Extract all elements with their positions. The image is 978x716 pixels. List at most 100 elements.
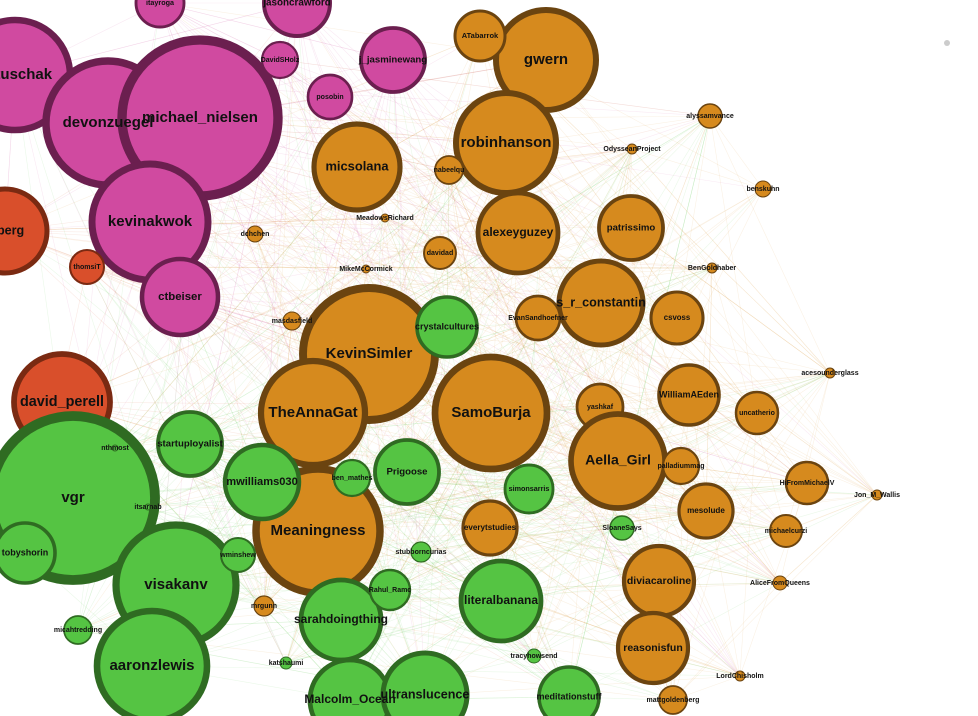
node-label: acesounderglass (801, 370, 858, 377)
node (697, 103, 723, 129)
node-label: j_jasminewang (358, 55, 427, 66)
node-label: dchchen (241, 231, 270, 238)
node-label: tobyshorin (2, 547, 49, 557)
node (380, 650, 470, 716)
node-label: MikeMcCormick (339, 266, 392, 273)
node-label: LordChisholm (716, 673, 763, 680)
node (410, 541, 432, 563)
node (260, 40, 300, 80)
edge (254, 148, 633, 235)
node-label: EvanSandhoefner (508, 315, 568, 322)
node (784, 460, 830, 506)
node-label: BenGoldhaber (688, 265, 737, 272)
node-label: katshaumi (269, 660, 304, 667)
node (453, 9, 507, 63)
edge (533, 115, 711, 657)
edge (779, 494, 878, 584)
edge (86, 266, 263, 483)
node-label: vgr (61, 489, 85, 506)
node-label: uncatherio (739, 410, 775, 417)
node-label: visakanv (144, 576, 208, 593)
node-label: Aella_Girl (585, 452, 651, 468)
node-label: meditationstuff (537, 691, 603, 701)
edge (631, 148, 831, 374)
node (0, 186, 50, 276)
node-label: alyssamvance (686, 113, 734, 120)
node (734, 390, 780, 436)
node-label: itayroga (146, 0, 175, 7)
node-label: ben_mathes (332, 475, 373, 482)
dot (944, 40, 950, 46)
node (514, 294, 562, 342)
node-label: Meaningness (270, 522, 365, 539)
node-label: micahtredding (54, 627, 102, 634)
edge (356, 166, 690, 396)
node-label: AliceFromQueens (750, 580, 810, 587)
node-label: benskuhn (746, 186, 779, 193)
node (461, 499, 519, 557)
edge (114, 142, 507, 449)
edge (599, 115, 711, 408)
node (658, 685, 688, 715)
node-label: aaronzlewis (109, 657, 194, 674)
node (503, 463, 555, 515)
node-label: OdysseanProject (603, 146, 661, 153)
node (93, 607, 211, 716)
edge (279, 59, 450, 171)
node-label: everytstudies (464, 523, 517, 532)
edge (389, 582, 781, 591)
edge (384, 217, 601, 408)
edge (159, 2, 394, 61)
node-label: kevinakwok (108, 213, 193, 230)
node-label: mwilliams030 (226, 476, 298, 488)
node (626, 143, 638, 155)
node-label: david_perell (20, 394, 104, 410)
node-label: masdasfield (272, 318, 312, 325)
node (609, 515, 635, 541)
edge (254, 233, 293, 322)
node (597, 194, 665, 262)
node-label: robinhanson (461, 134, 552, 151)
node-label: ATabarrok (462, 31, 499, 40)
edge (365, 169, 450, 270)
node-label: ultranslucence (381, 687, 470, 701)
node-label: michaelcurzi (765, 528, 807, 535)
edge (389, 582, 781, 591)
edge (114, 447, 654, 649)
node-label: palladiummag (657, 463, 704, 470)
node (63, 615, 93, 645)
node-label: mberg (0, 223, 24, 237)
node-label: tracyhowsend (510, 653, 557, 660)
edge (349, 302, 602, 701)
edge (175, 584, 654, 649)
node (661, 446, 701, 486)
edge (114, 142, 507, 449)
node-label: diviacaroline (627, 575, 691, 587)
edge (545, 59, 878, 496)
node-label: devonzuegel (63, 114, 154, 131)
edge (159, 2, 394, 61)
edge (676, 115, 711, 319)
node (111, 444, 119, 452)
node-label: patrissimo (607, 223, 656, 234)
node-label: yashkaf (587, 404, 614, 411)
edge (149, 221, 539, 319)
node-label: KevinSimler (326, 345, 413, 362)
node-label: gwern (524, 51, 568, 68)
node (219, 536, 257, 574)
edge (505, 142, 787, 532)
edge (568, 115, 711, 698)
edge (672, 582, 781, 701)
node-label: nthmost (101, 445, 129, 452)
node (68, 248, 106, 286)
edge (528, 488, 787, 532)
node (144, 503, 152, 511)
node-label: csvoss (664, 313, 691, 322)
edge (630, 227, 831, 374)
edge (61, 148, 633, 403)
node-label: SamoBurja (451, 404, 531, 421)
edge (709, 115, 758, 414)
edge (630, 227, 831, 374)
node (657, 363, 721, 427)
edge (114, 96, 331, 449)
